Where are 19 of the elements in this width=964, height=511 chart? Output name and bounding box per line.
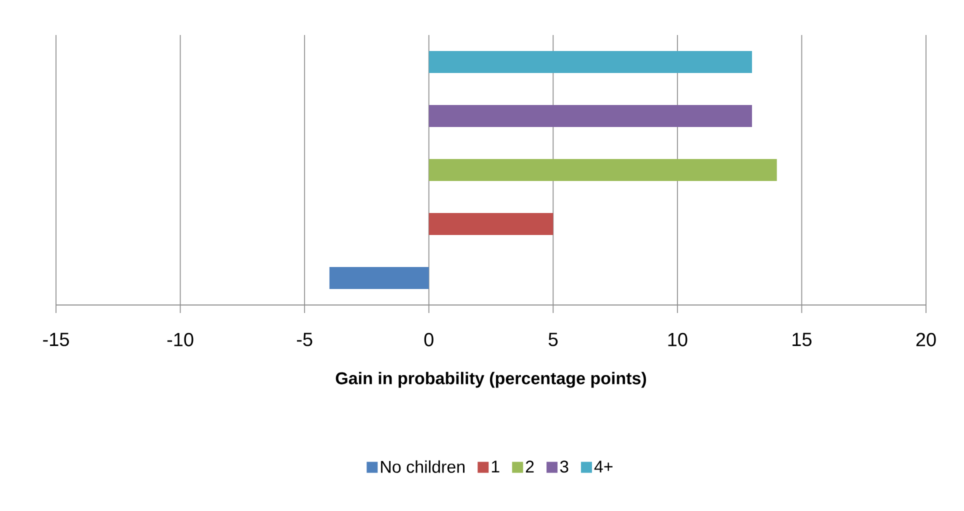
- bar: [329, 267, 429, 290]
- legend-label: 4+: [594, 460, 613, 472]
- bar: [428, 105, 752, 127]
- x-tick-label: 5: [548, 332, 558, 346]
- x-tick-label: 20: [916, 332, 936, 346]
- bar: [428, 51, 752, 73]
- x-tick-label: 10: [668, 332, 688, 346]
- legend-label: 3: [560, 460, 568, 473]
- x-axis-title: Gain in probability (percentage points): [336, 372, 646, 388]
- bar: [428, 213, 554, 236]
- x-tick-label: -5: [296, 332, 312, 346]
- x-tick-label: -10: [167, 332, 194, 346]
- legend-label: No children: [381, 460, 465, 473]
- legend-label: 1: [492, 460, 500, 472]
- legend-label: 2: [526, 460, 534, 472]
- x-tick-label: -15: [43, 332, 69, 346]
- bar: [428, 159, 777, 182]
- x-tick-label: 15: [792, 332, 812, 346]
- x-tick-label: 0: [424, 332, 434, 346]
